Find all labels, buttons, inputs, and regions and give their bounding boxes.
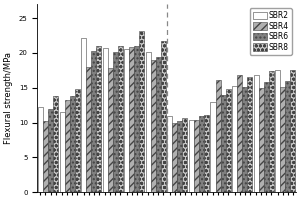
Bar xyxy=(103,48,108,192)
Bar xyxy=(167,116,172,192)
Bar xyxy=(226,89,231,192)
Bar xyxy=(75,89,80,192)
Bar xyxy=(43,121,48,192)
Bar xyxy=(247,77,252,192)
Bar xyxy=(177,121,182,192)
Bar xyxy=(59,112,64,192)
Bar xyxy=(264,82,269,192)
Bar xyxy=(161,41,166,192)
Bar xyxy=(215,80,220,192)
Bar xyxy=(172,123,177,192)
Bar xyxy=(156,57,161,192)
Bar xyxy=(275,70,280,192)
Bar xyxy=(242,87,247,192)
Bar xyxy=(194,120,199,192)
Bar xyxy=(53,96,58,192)
Bar xyxy=(86,67,91,192)
Bar xyxy=(118,46,123,192)
Bar xyxy=(280,87,285,192)
Bar xyxy=(220,95,226,192)
Legend: SBR2, SBR4, SBR6, SBR8: SBR2, SBR4, SBR6, SBR8 xyxy=(250,8,292,55)
Bar xyxy=(91,51,96,192)
Bar xyxy=(108,68,113,192)
Bar xyxy=(38,107,43,192)
Bar xyxy=(96,46,101,192)
Bar xyxy=(204,115,209,192)
Bar xyxy=(199,116,204,192)
Bar xyxy=(129,47,134,192)
Bar xyxy=(189,120,194,192)
Bar xyxy=(124,49,129,192)
Bar xyxy=(81,38,86,192)
Bar xyxy=(64,100,70,192)
Bar xyxy=(285,81,290,192)
Bar xyxy=(48,109,53,192)
Bar xyxy=(182,118,188,192)
Bar xyxy=(146,52,151,192)
Bar xyxy=(113,52,118,192)
Bar xyxy=(139,31,144,192)
Bar xyxy=(237,75,242,192)
Bar xyxy=(259,88,264,192)
Bar xyxy=(269,71,274,192)
Bar xyxy=(290,70,295,192)
Bar xyxy=(151,60,156,192)
Bar xyxy=(254,75,259,192)
Bar xyxy=(70,96,75,192)
Y-axis label: Flexural strength/MPa: Flexural strength/MPa xyxy=(4,52,13,144)
Bar xyxy=(211,102,215,192)
Bar xyxy=(134,46,139,192)
Bar xyxy=(232,86,237,192)
